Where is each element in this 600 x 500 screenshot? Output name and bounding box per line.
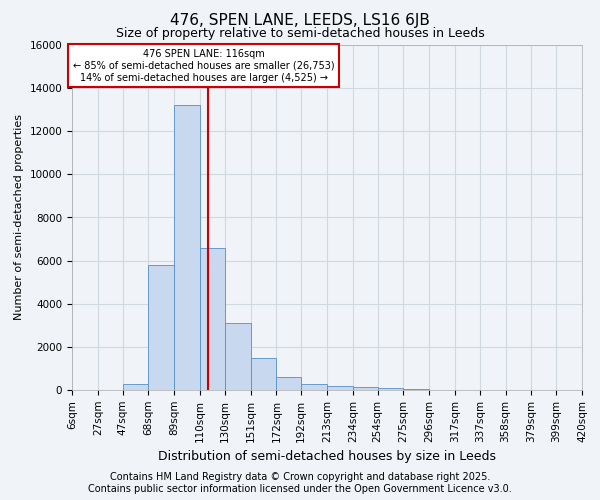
Bar bbox=[251, 358, 277, 390]
Y-axis label: Number of semi-detached properties: Number of semi-detached properties bbox=[14, 114, 24, 320]
Text: 476, SPEN LANE, LEEDS, LS16 6JB: 476, SPEN LANE, LEEDS, LS16 6JB bbox=[170, 12, 430, 28]
Bar bbox=[403, 389, 429, 390]
Bar bbox=[301, 384, 327, 390]
Bar bbox=[200, 248, 225, 390]
Bar bbox=[174, 106, 200, 390]
Bar bbox=[377, 388, 403, 390]
Bar bbox=[122, 384, 148, 390]
Text: Size of property relative to semi-detached houses in Leeds: Size of property relative to semi-detach… bbox=[116, 28, 484, 40]
Bar bbox=[148, 265, 174, 390]
Bar bbox=[225, 323, 251, 390]
Bar bbox=[327, 386, 353, 390]
X-axis label: Distribution of semi-detached houses by size in Leeds: Distribution of semi-detached houses by … bbox=[158, 450, 496, 463]
Text: Contains HM Land Registry data © Crown copyright and database right 2025.
Contai: Contains HM Land Registry data © Crown c… bbox=[88, 472, 512, 494]
Text: 476 SPEN LANE: 116sqm
← 85% of semi-detached houses are smaller (26,753)
14% of : 476 SPEN LANE: 116sqm ← 85% of semi-deta… bbox=[73, 50, 335, 82]
Bar bbox=[277, 377, 301, 390]
Bar bbox=[353, 387, 377, 390]
